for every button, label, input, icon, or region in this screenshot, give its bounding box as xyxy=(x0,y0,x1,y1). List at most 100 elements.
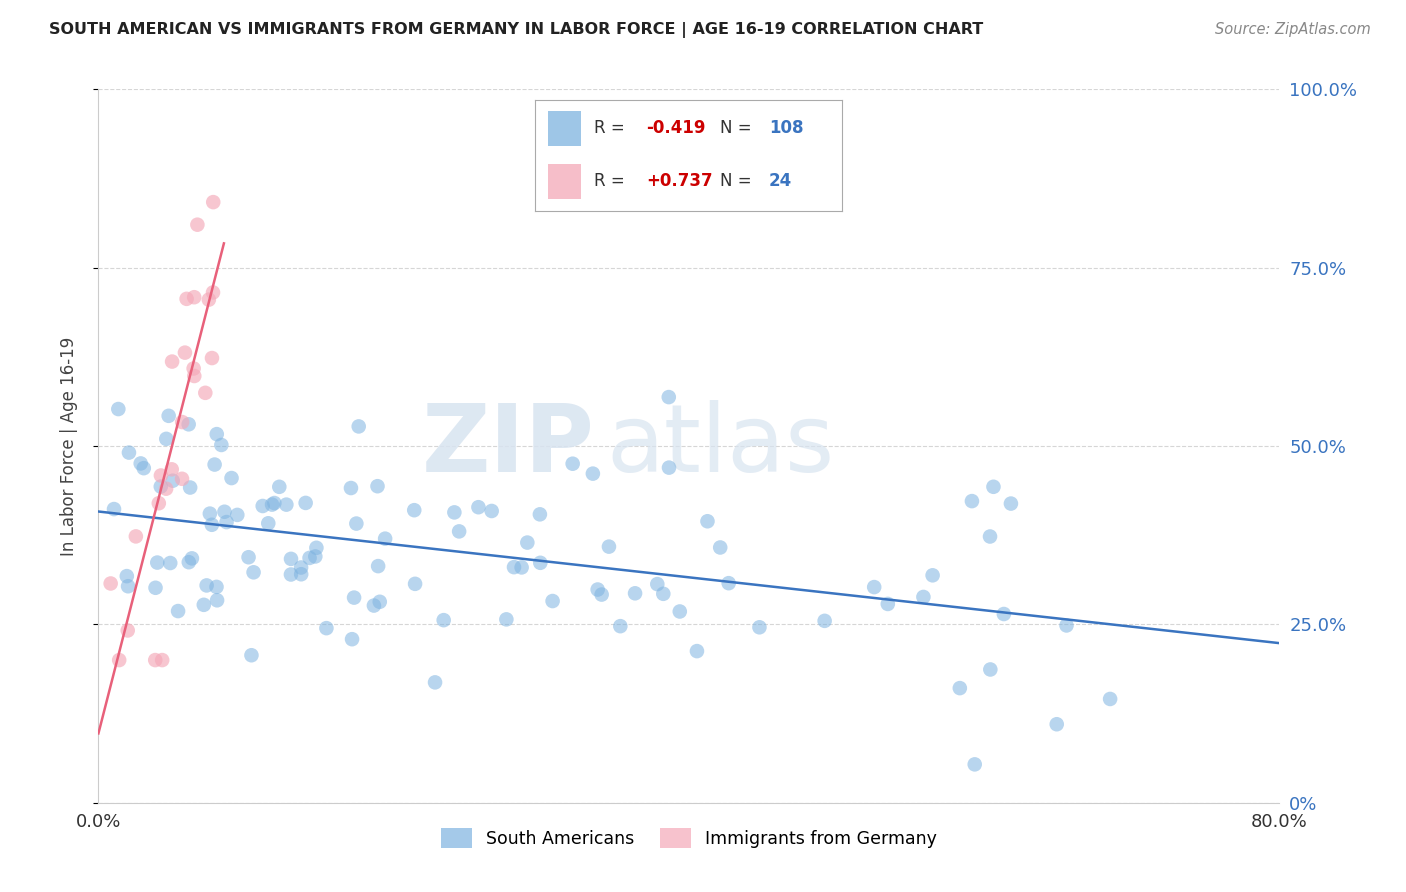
Point xyxy=(176,292,198,306)
Point xyxy=(238,550,260,565)
Point xyxy=(921,568,943,582)
Point xyxy=(280,552,302,566)
Point xyxy=(148,496,170,510)
Point xyxy=(180,551,202,566)
Point xyxy=(340,632,363,647)
Point xyxy=(201,285,224,300)
Point xyxy=(103,502,125,516)
Point xyxy=(209,438,232,452)
Point xyxy=(993,607,1015,621)
Point xyxy=(863,580,886,594)
Point xyxy=(652,587,675,601)
Point xyxy=(290,567,312,582)
Point xyxy=(481,504,503,518)
Point xyxy=(118,445,141,459)
Point xyxy=(347,419,370,434)
Point xyxy=(979,529,1001,543)
Point xyxy=(876,597,898,611)
Point xyxy=(290,560,312,574)
Text: SOUTH AMERICAN VS IMMIGRANTS FROM GERMANY IN LABOR FORCE | AGE 16-19 CORRELATION: SOUTH AMERICAN VS IMMIGRANTS FROM GERMAN… xyxy=(49,22,983,38)
Point xyxy=(115,569,138,583)
Point xyxy=(132,461,155,475)
Point xyxy=(983,480,1005,494)
Point xyxy=(1046,717,1069,731)
Point xyxy=(174,345,197,359)
Point xyxy=(100,576,122,591)
Point xyxy=(467,500,489,515)
Point xyxy=(709,541,731,555)
Point xyxy=(172,415,194,429)
Point xyxy=(198,507,221,521)
Point xyxy=(117,624,139,638)
Point xyxy=(814,614,837,628)
Point xyxy=(186,218,208,232)
Point xyxy=(198,293,221,307)
Point xyxy=(374,532,396,546)
Legend: South Americans, Immigrants from Germany: South Americans, Immigrants from Germany xyxy=(434,821,943,855)
Point xyxy=(276,498,298,512)
Point xyxy=(449,524,471,539)
Point xyxy=(912,590,935,604)
Point xyxy=(242,566,264,580)
Point xyxy=(686,644,709,658)
Point xyxy=(294,496,316,510)
Point xyxy=(167,604,190,618)
Point xyxy=(252,499,274,513)
Point xyxy=(960,494,983,508)
Point xyxy=(315,621,337,635)
Point xyxy=(240,648,263,663)
Point xyxy=(367,559,389,574)
Point xyxy=(366,479,388,493)
Point xyxy=(177,555,200,569)
Text: atlas: atlas xyxy=(606,400,835,492)
Point xyxy=(145,581,167,595)
Point xyxy=(645,577,668,591)
Point xyxy=(1000,497,1022,511)
Point xyxy=(561,457,583,471)
Point xyxy=(598,540,620,554)
Point xyxy=(205,427,228,442)
Point xyxy=(1056,618,1078,632)
Point xyxy=(205,593,228,607)
Point xyxy=(177,417,200,432)
Text: ZIP: ZIP xyxy=(422,400,595,492)
Point xyxy=(748,620,770,634)
Point xyxy=(495,612,517,626)
Point xyxy=(183,361,205,376)
Point xyxy=(582,467,605,481)
Point xyxy=(269,480,291,494)
Point xyxy=(155,432,177,446)
Point xyxy=(183,369,205,384)
Point xyxy=(125,529,148,543)
Point xyxy=(963,757,986,772)
Point xyxy=(404,503,426,517)
Point xyxy=(510,560,533,574)
Point xyxy=(529,508,551,522)
Point xyxy=(155,482,177,496)
Point xyxy=(193,598,215,612)
Point xyxy=(979,663,1001,677)
Point xyxy=(160,354,183,368)
Point xyxy=(157,409,180,423)
Point xyxy=(150,653,173,667)
Point xyxy=(162,474,184,488)
Point xyxy=(529,556,551,570)
Point xyxy=(129,457,152,471)
Point xyxy=(204,458,226,472)
Point xyxy=(149,479,172,493)
Point xyxy=(195,578,218,592)
Point xyxy=(668,605,690,619)
Point xyxy=(214,505,236,519)
Point xyxy=(1099,692,1122,706)
Point xyxy=(404,577,426,591)
Point xyxy=(586,582,609,597)
Point xyxy=(226,508,249,522)
Point xyxy=(201,517,224,532)
Point xyxy=(149,468,172,483)
Point xyxy=(221,471,243,485)
Point xyxy=(949,681,972,695)
Point xyxy=(503,560,526,574)
Point xyxy=(170,472,193,486)
Point xyxy=(624,586,647,600)
Point xyxy=(205,580,228,594)
